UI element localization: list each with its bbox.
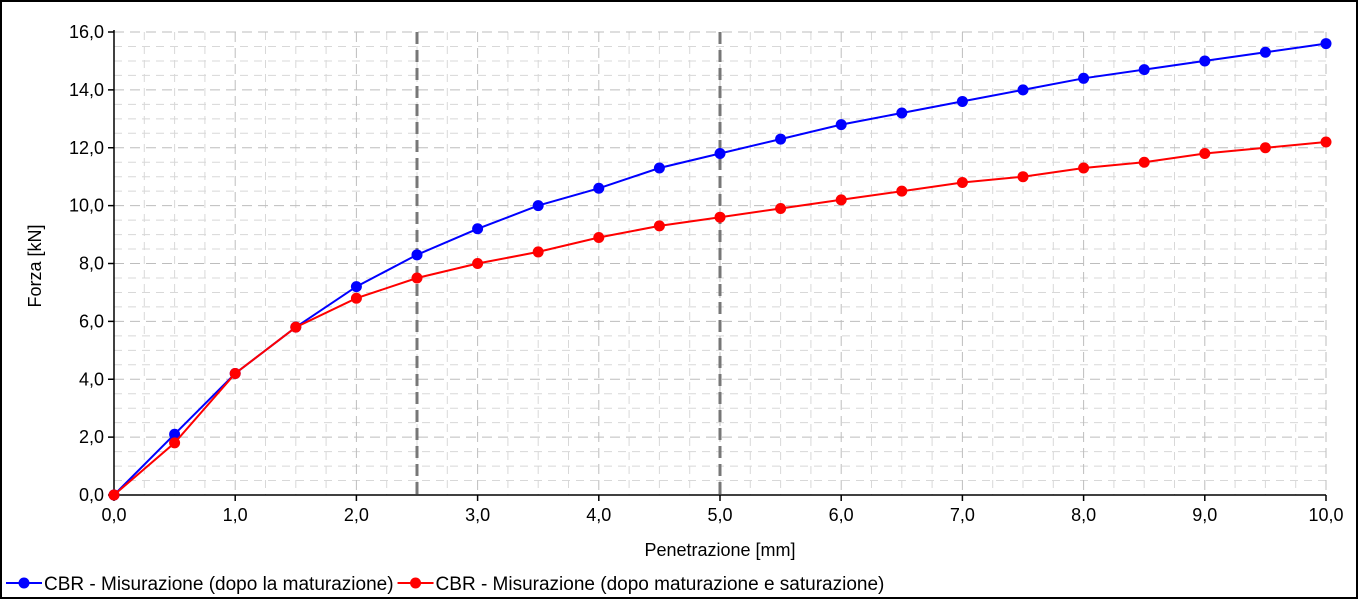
x-axis-label: Penetrazione [mm] <box>644 540 795 560</box>
data-point <box>411 249 423 261</box>
y-tick-label: 4,0 <box>79 369 104 389</box>
x-tick-label: 2,0 <box>344 505 369 525</box>
legend-label: CBR - Misurazione (dopo maturazione e sa… <box>436 574 885 595</box>
y-tick-label: 12,0 <box>69 138 104 158</box>
data-point <box>1320 38 1332 50</box>
x-tick-label: 1,0 <box>223 505 248 525</box>
x-tick-labels: 0,0 1,0 2,0 3,0 4,0 5,0 6,0 7,0 8,0 9,0 10,0 <box>101 505 1343 525</box>
data-point <box>1078 162 1090 174</box>
data-point <box>1199 55 1211 67</box>
data-point <box>593 182 605 194</box>
data-point <box>1199 148 1211 160</box>
data-point <box>593 231 605 243</box>
x-tick-label: 8,0 <box>1071 505 1096 525</box>
x-tick-label: 4,0 <box>586 505 611 525</box>
x-tick-label: 6,0 <box>829 505 854 525</box>
data-point <box>532 246 544 258</box>
data-point <box>108 489 120 501</box>
data-point <box>1017 84 1029 96</box>
data-point <box>472 258 484 269</box>
data-point <box>350 292 362 304</box>
data-point <box>1138 64 1150 76</box>
x-tick-label: 10,0 <box>1308 505 1343 525</box>
axes <box>108 30 1327 501</box>
legend-label: CBR - Misurazione (dopo la maturazione) <box>44 574 394 595</box>
data-point <box>1078 72 1090 84</box>
data-point <box>775 133 787 145</box>
y-tick-label: 2,0 <box>79 427 104 447</box>
series-1 <box>108 38 1332 501</box>
data-point <box>169 428 181 440</box>
data-point <box>1320 136 1332 148</box>
series-2 <box>108 136 1332 501</box>
y-tick-label: 14,0 <box>69 80 104 100</box>
data-point <box>169 437 181 449</box>
legend-marker <box>410 577 422 589</box>
x-tick-label: 3,0 <box>465 505 490 525</box>
data-point <box>653 162 665 174</box>
x-tick-label: 5,0 <box>707 505 732 525</box>
legend-marker <box>18 577 30 589</box>
data-point <box>653 220 665 232</box>
data-point <box>896 185 908 197</box>
legend-item-1: CBR - Misurazione (dopo la maturazione) <box>6 574 394 595</box>
data-point <box>835 194 847 206</box>
data-point <box>472 223 484 235</box>
data-point <box>714 211 726 223</box>
data-point <box>1259 142 1271 154</box>
x-tick-label: 9,0 <box>1192 505 1217 525</box>
data-point <box>896 107 908 119</box>
data-point <box>1138 156 1150 168</box>
data-point <box>714 148 726 160</box>
series-layer <box>108 38 1332 501</box>
y-tick-label: 10,0 <box>69 196 104 216</box>
data-point <box>956 176 968 188</box>
y-tick-label: 6,0 <box>79 311 104 331</box>
x-tick-label: 0,0 <box>101 505 126 525</box>
data-point <box>1259 46 1271 58</box>
data-point <box>229 367 241 379</box>
data-point <box>411 272 423 284</box>
data-point <box>835 119 847 131</box>
x-tick-label: 7,0 <box>950 505 975 525</box>
y-tick-label: 0,0 <box>79 485 104 505</box>
reference-lines <box>415 32 722 495</box>
legend-item-2: CBR - Misurazione (dopo maturazione e sa… <box>397 574 885 595</box>
y-axis-label: Forza [kN] <box>25 224 45 307</box>
data-point <box>1017 171 1029 183</box>
y-tick-label: 8,0 <box>79 254 104 274</box>
data-point <box>290 321 302 333</box>
legend: CBR - Misurazione (dopo la maturazione) C… <box>6 574 884 595</box>
data-point <box>350 281 362 293</box>
y-tick-labels: 0,0 2,0 4,0 6,0 8,0 10,0 12,0 14,0 16,0 <box>69 22 104 505</box>
data-point <box>775 203 787 215</box>
data-point <box>956 95 968 107</box>
data-point <box>532 200 544 212</box>
y-tick-label: 16,0 <box>69 22 104 42</box>
